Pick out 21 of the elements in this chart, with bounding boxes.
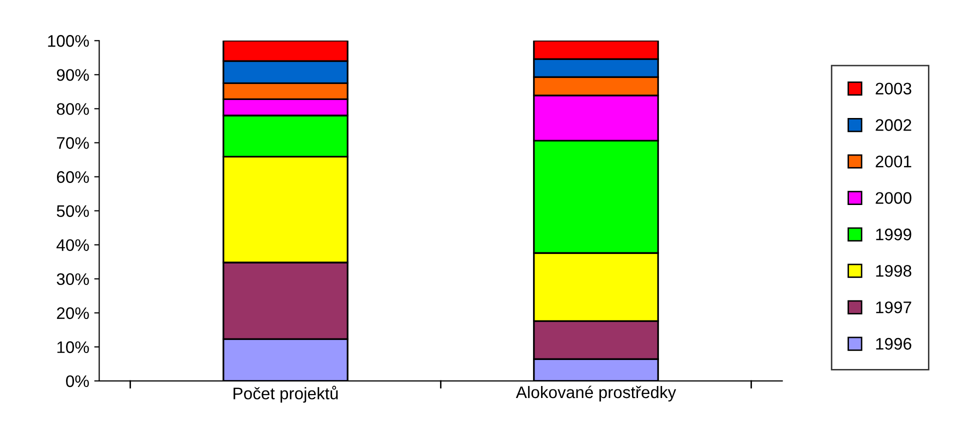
legend-label: 1996 xyxy=(876,338,912,350)
y-tick-label: 20% xyxy=(56,307,89,320)
legend-label: 1999 xyxy=(876,228,912,240)
y-tick-label: 100% xyxy=(48,35,89,47)
legend-label: 1998 xyxy=(876,265,912,277)
legend-label: 1997 xyxy=(876,301,912,314)
y-tick-label: 80% xyxy=(56,103,89,115)
legend-label: 2002 xyxy=(876,119,912,131)
x-tick-label: Počet projektů xyxy=(234,386,338,403)
legend-label: 2000 xyxy=(876,192,912,204)
y-tick-label: 90% xyxy=(56,69,89,81)
x-tick-label: Alokované prostředky xyxy=(516,386,676,402)
y-tick-label: 30% xyxy=(56,273,89,286)
y-tick-label: 10% xyxy=(57,341,89,354)
y-tick-label: 40% xyxy=(56,239,89,252)
y-tick-label: 70% xyxy=(56,137,89,149)
y-tick-label: 0% xyxy=(66,375,89,388)
legend-label: 2001 xyxy=(876,156,912,168)
y-tick-label: 50% xyxy=(56,205,89,217)
legend-label: 2003 xyxy=(876,82,912,95)
y-tick-label: 60% xyxy=(56,171,89,183)
